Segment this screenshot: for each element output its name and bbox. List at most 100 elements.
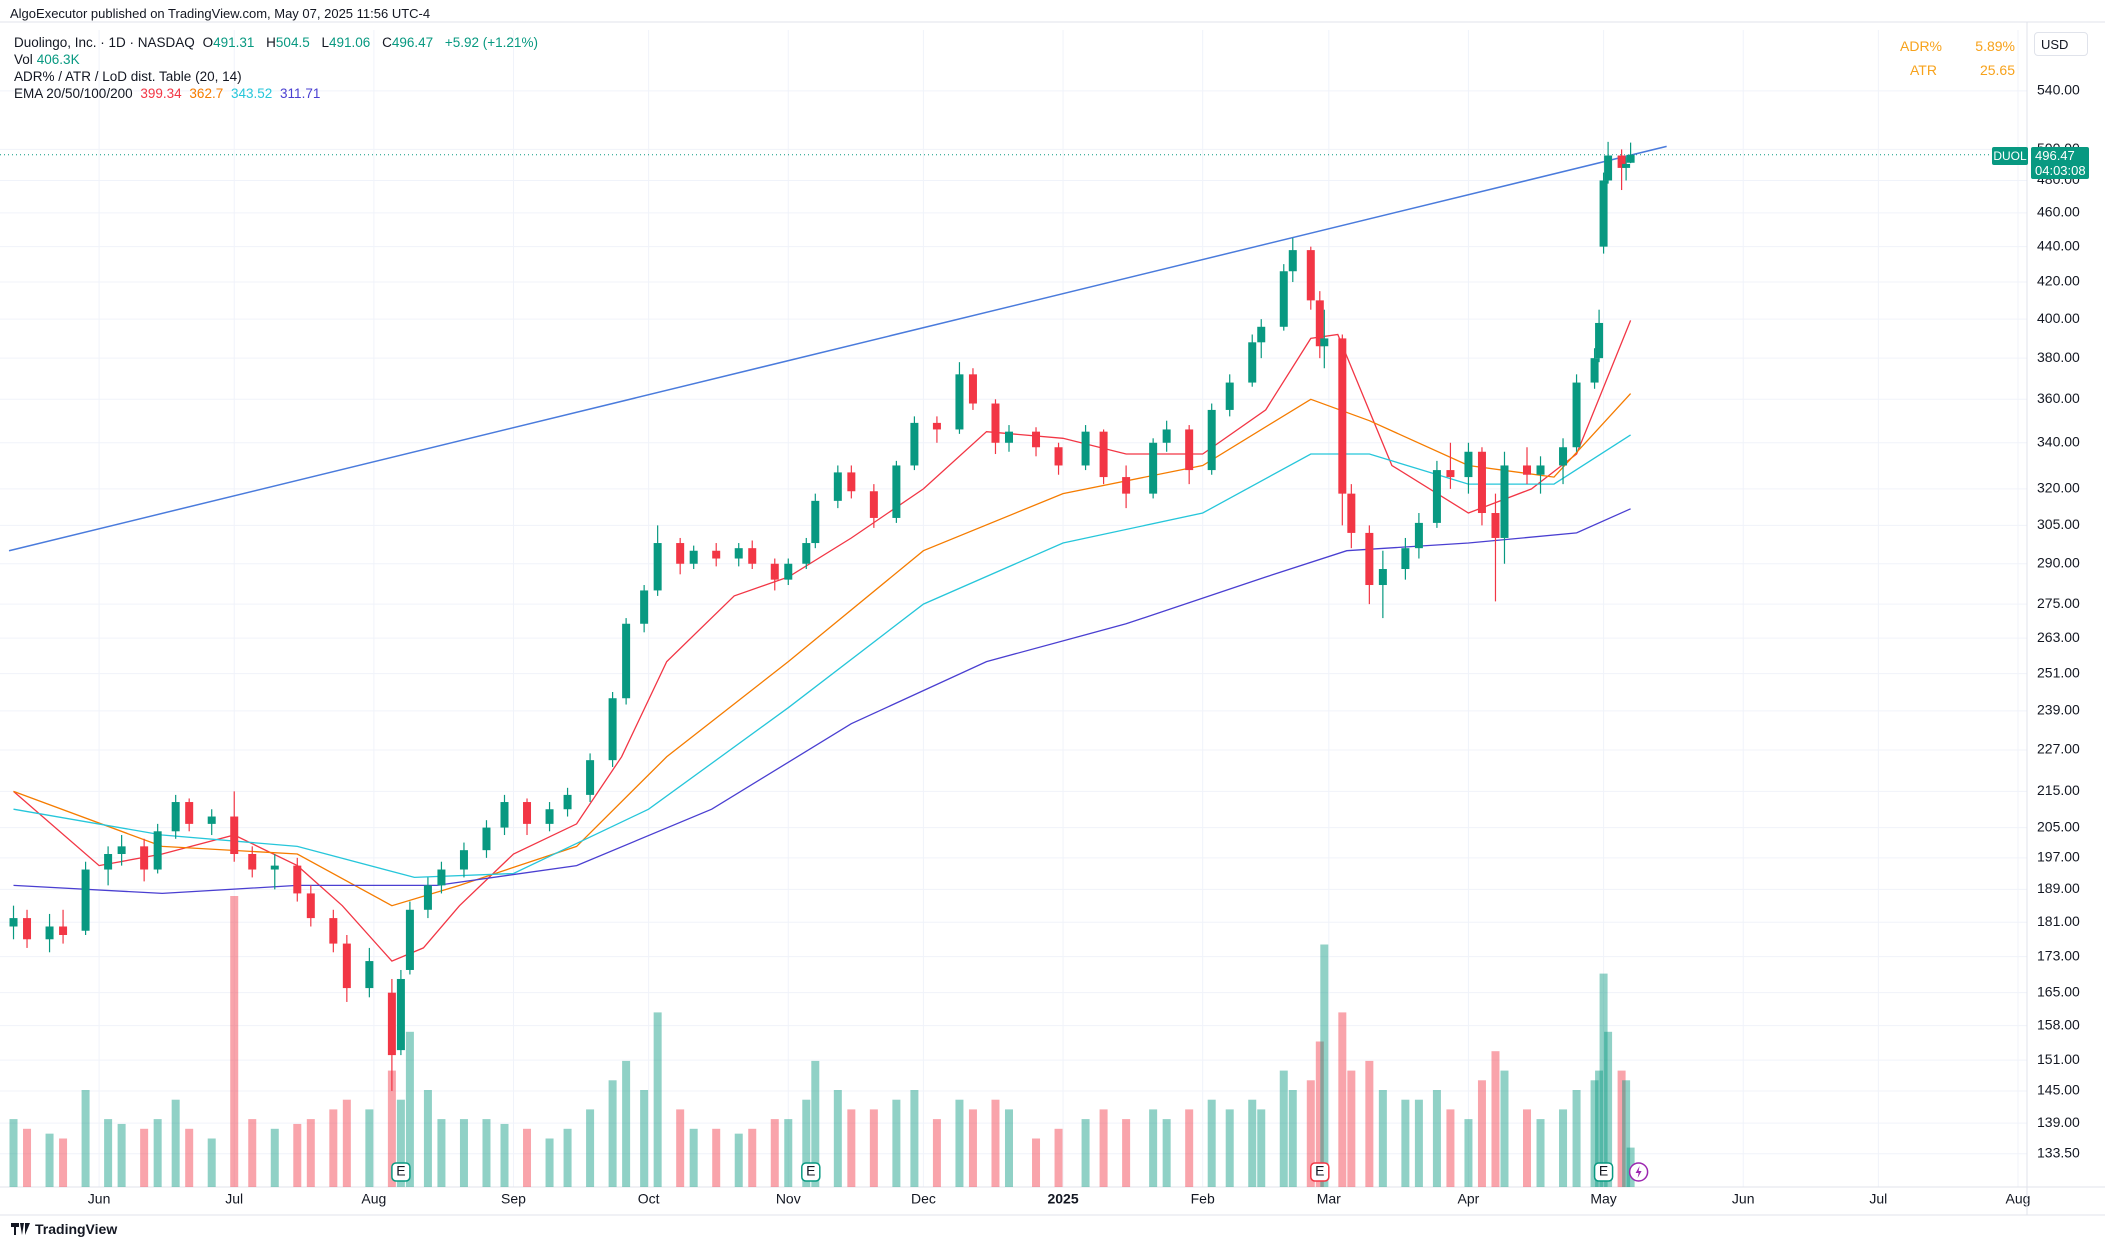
volume-bar <box>1081 1119 1090 1187</box>
ohlc-key: C <box>382 35 392 50</box>
ema-value: 362.7 <box>189 86 224 101</box>
candle-body <box>329 918 338 944</box>
candle-body <box>1207 409 1216 471</box>
ema-value: 311.71 <box>280 86 321 101</box>
candle-body <box>365 961 374 989</box>
volume-bar <box>1225 1109 1234 1187</box>
volume-bar <box>185 1128 194 1187</box>
volume-bar <box>1320 944 1329 1187</box>
volume-bar <box>1207 1099 1216 1187</box>
candle-body <box>153 831 162 870</box>
ohlc: O491.31 <box>203 35 259 50</box>
volume-bar <box>1446 1109 1455 1187</box>
volume-bar <box>306 1119 315 1187</box>
candle-body <box>784 563 793 580</box>
candle-body <box>1500 465 1509 538</box>
trendline <box>8 145 1667 552</box>
candle-body <box>1032 431 1041 448</box>
ohlc-value: 504.5 <box>275 35 310 50</box>
volume-bar <box>869 1109 878 1187</box>
adr-key: ADR% <box>1900 38 1943 54</box>
volume-bar <box>1572 1090 1581 1187</box>
y-tick-label: 460.00 <box>2037 204 2080 220</box>
volume-bar <box>293 1123 302 1187</box>
y-tick-label: 165.00 <box>2037 983 2080 999</box>
candle-body <box>748 548 757 564</box>
volume-bar <box>1604 1031 1613 1187</box>
volume-bar <box>171 1099 180 1187</box>
vol-label: Vol <box>14 52 33 67</box>
ema-row: EMA 20/50/100/200 399.34 362.7 343.52 31… <box>14 86 324 101</box>
candle-body <box>1626 154 1635 163</box>
volume-bar <box>1559 1109 1568 1187</box>
candle-body <box>1257 326 1266 343</box>
volume-bar <box>1054 1128 1063 1187</box>
candle-body <box>387 992 396 1056</box>
x-tick-label: Mar <box>1317 1191 1341 1207</box>
ticker-badge: DUOL <box>1992 147 2028 165</box>
candle-body <box>342 943 351 989</box>
candle-body <box>910 422 919 466</box>
volume-bar <box>1477 1080 1486 1187</box>
candle-body <box>1414 522 1423 549</box>
ohlc-key: H <box>266 35 276 50</box>
event-label: E <box>396 1163 405 1179</box>
volume-bar <box>689 1128 698 1187</box>
x-tick-label: Dec <box>911 1191 936 1207</box>
candle-body <box>1523 465 1532 475</box>
logo <box>11 1223 30 1235</box>
candle-body <box>676 543 685 564</box>
candle-body <box>9 918 18 927</box>
published: AlgoExecutor published on TradingView.co… <box>10 6 431 21</box>
volume-bar <box>563 1128 572 1187</box>
ohlc: L491.06 <box>321 35 374 50</box>
symbol: Duolingo, Inc. · 1D · NASDAQ <box>14 35 195 50</box>
volume-bar <box>910 1090 919 1187</box>
candle-body <box>1338 338 1347 494</box>
volume-bar <box>437 1119 446 1187</box>
candle-body <box>1320 338 1329 347</box>
y-tick-label: 239.00 <box>2037 702 2080 718</box>
volume-bar <box>1306 1080 1315 1187</box>
ohlc-key: L <box>321 35 329 50</box>
currency-button[interactable]: USD <box>2034 32 2088 56</box>
volume-bar <box>365 1109 374 1187</box>
adr-key: ATR <box>1910 62 1937 78</box>
volume-bar <box>1032 1138 1041 1187</box>
event-marker <box>801 1162 821 1182</box>
volume-bar <box>1099 1109 1108 1187</box>
candle-body <box>622 623 631 699</box>
candle-body <box>1559 447 1568 466</box>
y-tick-label: 440.00 <box>2037 237 2080 253</box>
footer-text: TradingView <box>35 1221 118 1237</box>
volume-bar <box>712 1128 721 1187</box>
volume-bar <box>1590 1080 1599 1187</box>
x-tick-label: Feb <box>1191 1191 1215 1207</box>
event-marker <box>391 1162 411 1182</box>
volume-bar <box>1122 1119 1131 1187</box>
volume-bar <box>329 1109 338 1187</box>
candle-body <box>734 548 743 559</box>
volume-bar <box>932 1119 941 1187</box>
volume-bar <box>1464 1119 1473 1187</box>
y-tick-label: 173.00 <box>2037 947 2080 963</box>
volume-bar <box>734 1133 743 1187</box>
candle-body <box>1248 342 1257 383</box>
volume-bar <box>1162 1119 1171 1187</box>
y-tick-label: 189.00 <box>2037 880 2080 896</box>
volume-bar <box>1149 1109 1158 1187</box>
volume-bar <box>968 1109 977 1187</box>
volume-bar <box>653 1012 662 1187</box>
volume-bar <box>117 1123 126 1187</box>
candle-body <box>23 918 32 940</box>
x-tick-label: Sep <box>501 1191 526 1207</box>
candle-body <box>230 816 239 855</box>
adr-value: 25.65 <box>1979 62 2015 78</box>
volume-bar <box>991 1099 1000 1187</box>
y-tick-label: 320.00 <box>2037 480 2080 496</box>
ema-value: 343.52 <box>230 86 273 101</box>
ohlc-value: 491.31 <box>213 35 255 50</box>
event-marker <box>1593 1162 1614 1182</box>
volume-bar <box>1338 1012 1347 1187</box>
